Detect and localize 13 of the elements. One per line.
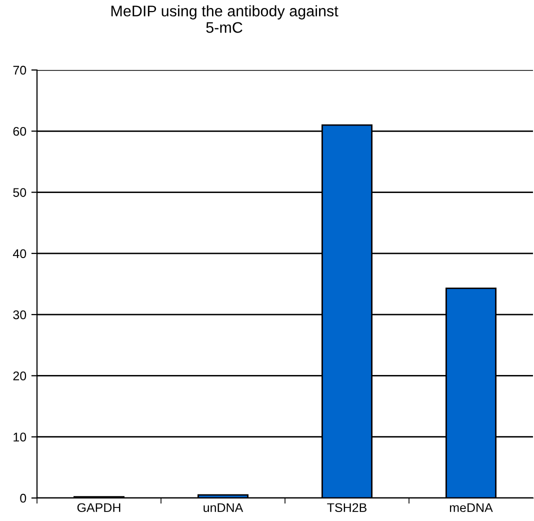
y-tick-label: 40 [12, 249, 26, 258]
y-tick-label: 70 [13, 66, 26, 75]
x-tick-label: meDNA [450, 503, 493, 512]
y-tick-label: 50 [13, 188, 26, 197]
y-tick-label: 20 [13, 372, 26, 380]
y-tick-label: 30 [13, 310, 26, 320]
x-tick-label: TSH2B [327, 503, 366, 512]
x-tick-label: unDNA [204, 503, 244, 512]
chart-title: MeDIP using the antibody against 5-mC [111, 5, 338, 33]
y-tick-label: 10 [14, 432, 26, 442]
y-tick-label: 60 [13, 126, 26, 136]
y-tick-label: 0 [20, 494, 26, 503]
x-tick-label: GAPDH [77, 503, 120, 512]
